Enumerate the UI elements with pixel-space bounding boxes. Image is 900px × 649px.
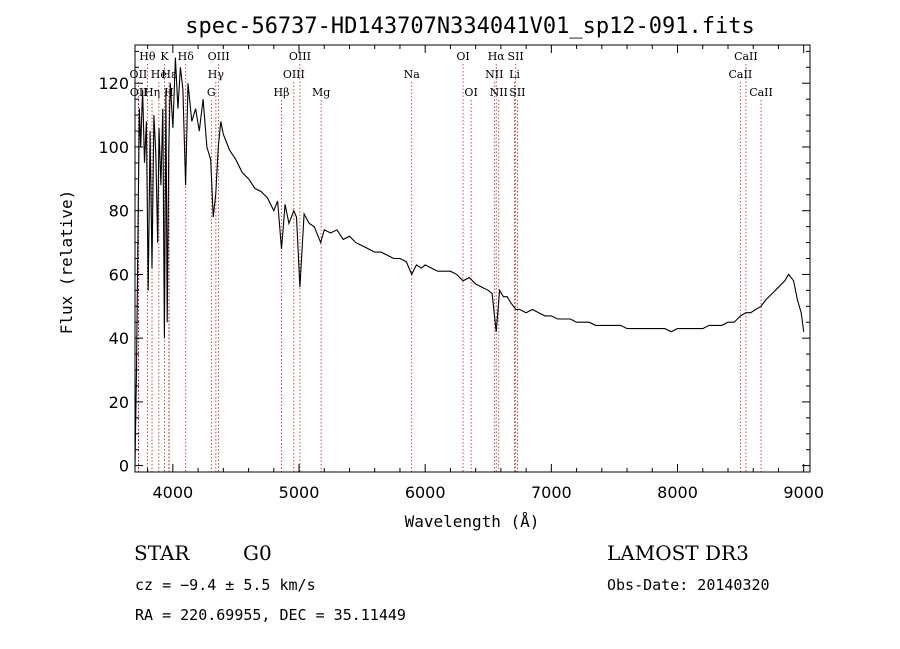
y-axis-label: Flux (relative) xyxy=(57,190,76,335)
x-tick-label-2: 6000 xyxy=(405,483,446,502)
x-tick-label-1: 5000 xyxy=(279,483,320,502)
x-axis: 4000 5000 6000 7000 8000 9000 xyxy=(147,45,824,502)
line-label-1: OII xyxy=(130,68,148,81)
object-class: STAR xyxy=(134,541,190,565)
line-label-26: CaII xyxy=(729,68,753,81)
line-label-0: Hθ xyxy=(139,50,156,63)
line-label-24: SII xyxy=(509,86,525,99)
plot-frame xyxy=(134,44,811,473)
line-label-25: CaII xyxy=(734,50,758,63)
observation-date: Obs-Date: 20140320 xyxy=(607,576,770,594)
survey-name: LAMOST DR3 xyxy=(607,541,749,565)
coordinates-readout: RA = 220.69955, DEC = 35.11449 xyxy=(135,606,406,624)
spectral-line-markers xyxy=(138,64,762,472)
line-label-8: Hε xyxy=(161,68,177,81)
line-label-15: Mg xyxy=(312,86,330,99)
line-label-22: SII xyxy=(508,50,524,63)
line-label-20: NII xyxy=(485,68,503,81)
line-label-9: OIII xyxy=(208,50,230,63)
line-label-6: H xyxy=(164,86,174,99)
y-tick-label-1: 20 xyxy=(109,393,129,412)
line-label-7: Hδ xyxy=(178,50,195,63)
line-label-19: Hα xyxy=(488,50,506,63)
y-tick-label-4: 80 xyxy=(109,202,129,221)
line-label-4: Hη xyxy=(144,86,160,99)
line-label-27: CaII xyxy=(749,86,773,99)
x-tick-label-5: 9000 xyxy=(783,483,824,502)
y-tick-label-2: 40 xyxy=(109,329,129,348)
line-label-11: G xyxy=(207,86,216,99)
spectrum-line xyxy=(134,57,805,466)
y-tick-label-0: 0 xyxy=(119,457,129,476)
line-label-13: OIII xyxy=(283,68,305,81)
line-label-21: NII xyxy=(490,86,508,99)
redshift-readout: cz = −9.4 ± 5.5 km/s xyxy=(135,576,316,594)
line-label-12: OIII xyxy=(289,50,311,63)
y-tick-label-3: 60 xyxy=(109,265,129,284)
line-label-16: Na xyxy=(404,68,421,81)
object-subclass: G0 xyxy=(243,541,272,565)
x-tick-label-0: 4000 xyxy=(152,483,193,502)
y-tick-label-5: 100 xyxy=(98,138,129,157)
info-block: STAR G0 LAMOST DR3 cz = −9.4 ± 5.5 km/s … xyxy=(134,541,770,624)
y-tick-label-6: 120 xyxy=(98,74,129,93)
x-tick-label-3: 7000 xyxy=(531,483,572,502)
line-label-14: Hβ xyxy=(274,86,290,99)
line-label-17: OI xyxy=(456,50,469,63)
x-axis-label: Wavelength (Å) xyxy=(405,512,540,531)
line-label-3: He xyxy=(151,68,167,81)
chart-title: spec-56737-HD143707N334041V01_sp12-091.f… xyxy=(185,14,755,39)
line-label-5: K xyxy=(160,50,169,63)
x-tick-label-4: 8000 xyxy=(657,483,698,502)
y-axis: 0 20 40 60 80 100 120 xyxy=(98,50,810,476)
line-label-23: Li xyxy=(509,68,520,81)
line-label-10: Hγ xyxy=(208,68,225,81)
line-label-18: OI xyxy=(464,86,477,99)
